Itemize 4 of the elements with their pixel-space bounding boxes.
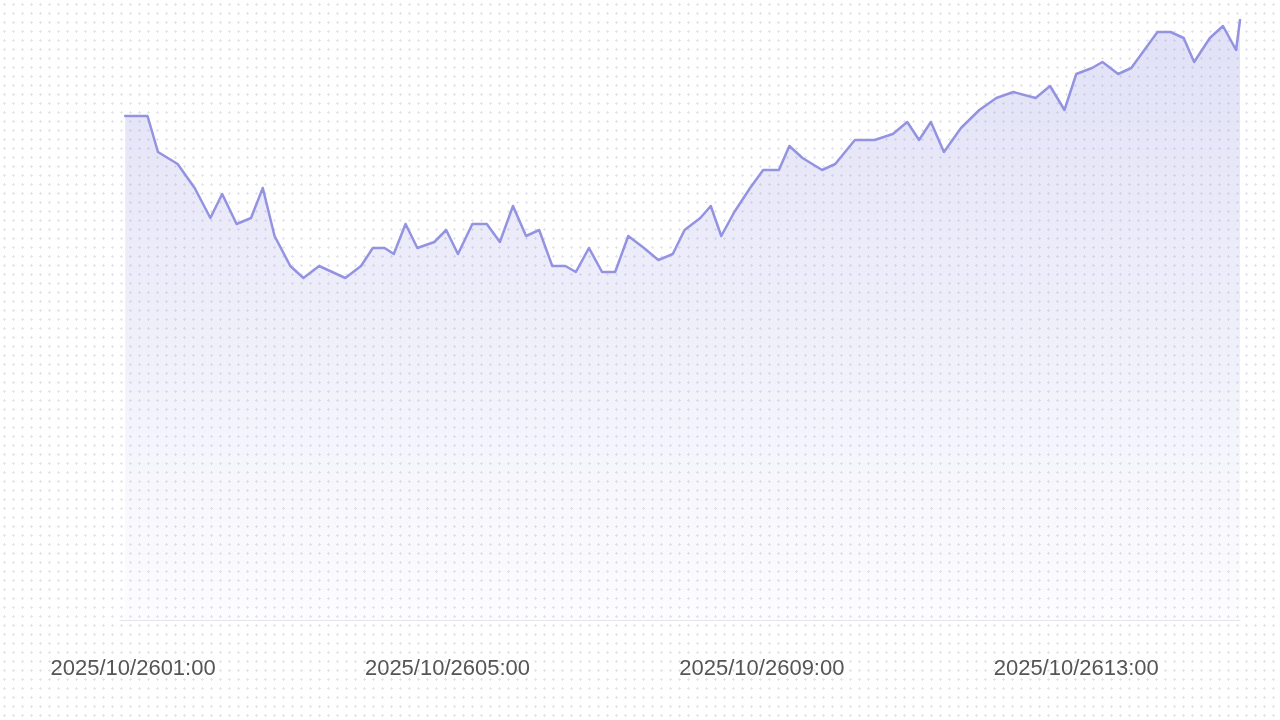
x-tick-label: 2025/10/2605:00 — [364, 654, 531, 680]
x-tick-label: 2025/10/2613:00 — [993, 654, 1159, 680]
x-tick-label: 2025/10/2609:00 — [679, 654, 845, 680]
x-tick-label: 2025/10/2601:00 — [50, 654, 216, 680]
